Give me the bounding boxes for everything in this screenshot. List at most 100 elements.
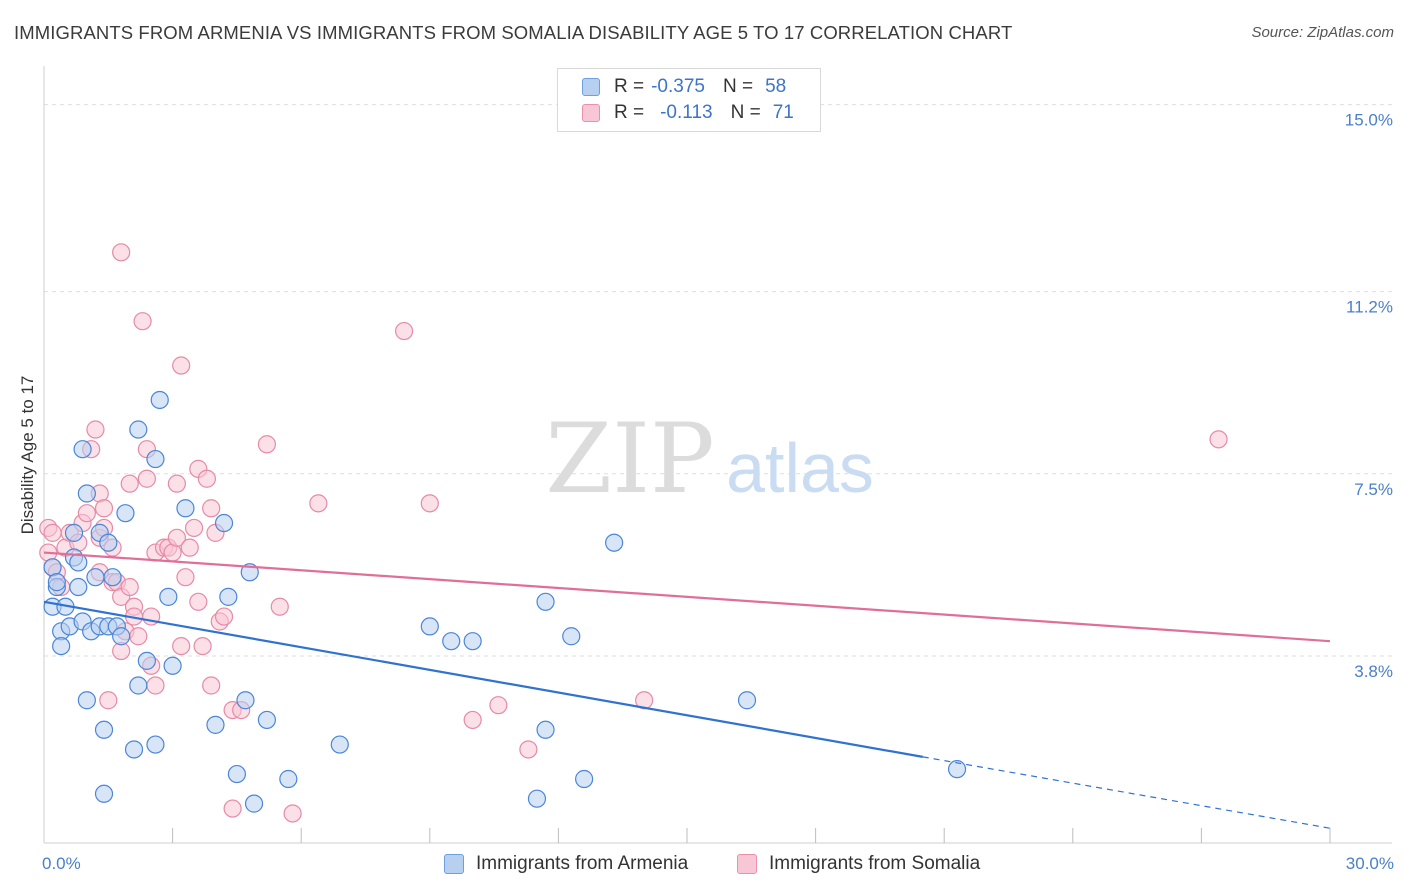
- bottom-somalia-label: Immigrants from Somalia: [769, 853, 981, 874]
- armenia-point: [94, 784, 114, 803]
- armenia-point: [64, 523, 84, 542]
- somalia-point: [86, 420, 105, 439]
- armenia-point: [605, 533, 624, 552]
- somalia-point: [120, 474, 139, 493]
- somalia-point: [257, 435, 277, 454]
- armenia-point: [176, 499, 195, 518]
- somalia-point: [193, 636, 212, 656]
- somalia-point: [112, 243, 131, 262]
- somalia-point: [463, 710, 482, 730]
- gridlines: [44, 104, 1392, 657]
- armenia-point: [214, 513, 234, 533]
- armenia-r-label: R =: [614, 76, 645, 97]
- axes: [43, 66, 1392, 844]
- somalia-r-label: R =: [614, 102, 645, 123]
- armenia-point: [150, 390, 169, 410]
- armenia-point: [94, 720, 114, 739]
- somalia-point: [394, 321, 414, 341]
- somalia-point: [180, 538, 199, 557]
- armenia-point: [146, 735, 165, 754]
- bottom-legend-armenia: Immigrants from Armenia: [444, 852, 688, 876]
- armenia-point: [116, 504, 135, 523]
- somalia-n-label: N =: [730, 102, 761, 123]
- armenia-point: [536, 592, 555, 611]
- somalia-point: [420, 494, 439, 513]
- watermark: ZIP atlas: [545, 403, 874, 515]
- armenia-point: [257, 710, 277, 730]
- chart-title: IMMIGRANTS FROM ARMENIA VS IMMIGRANTS FR…: [14, 22, 1013, 43]
- somalia-point: [120, 577, 139, 597]
- x-tick-label: 30.0%: [1346, 854, 1394, 873]
- somalia-point: [519, 740, 538, 759]
- tick-labels: 3.8% 7.5% 11.2% 15.0% 0.0% 30.0%: [42, 111, 1394, 873]
- somalia-point: [172, 356, 191, 375]
- armenia-point: [236, 691, 255, 710]
- armenia-point: [69, 577, 88, 597]
- somalia-point: [223, 799, 242, 818]
- correlation-legend: R = -0.375 N = 58 R = -0.113 N = 71: [557, 68, 821, 132]
- bottom-armenia-swatch: [444, 854, 464, 874]
- armenia-point: [129, 420, 148, 439]
- series-armenia: [43, 390, 967, 813]
- somalia-point: [77, 504, 96, 523]
- bottom-legend-somalia: Immigrants from Somalia: [737, 852, 980, 876]
- somalia-point: [133, 312, 152, 331]
- armenia-point: [442, 632, 461, 651]
- somalia-point: [214, 607, 234, 626]
- somalia-point: [167, 474, 186, 493]
- y-tick-label: 3.8%: [1354, 662, 1393, 681]
- armenia-point: [52, 636, 71, 656]
- watermark-atlas: atlas: [726, 429, 874, 507]
- armenia-point: [77, 691, 96, 710]
- somalia-point: [94, 499, 114, 518]
- armenia-point: [947, 760, 967, 779]
- somalia-point: [202, 499, 221, 518]
- somalia-point: [189, 592, 208, 611]
- y-tick-label: 7.5%: [1354, 480, 1393, 499]
- bottom-somalia-swatch: [737, 854, 757, 874]
- somalia-point: [309, 494, 328, 513]
- source-credit: Source: ZipAtlas.com: [1251, 24, 1394, 41]
- somalia-point: [99, 691, 118, 710]
- armenia-point: [536, 720, 555, 739]
- armenia-n-value: 58: [765, 76, 787, 97]
- legend-row-armenia: R = -0.375 N = 58: [582, 76, 786, 98]
- armenia-trend-extension: [922, 756, 1331, 829]
- armenia-point: [137, 651, 156, 670]
- armenia-point: [77, 484, 96, 503]
- armenia-n-label: N =: [722, 76, 754, 97]
- somalia-point: [176, 568, 195, 587]
- somalia-point: [1209, 430, 1228, 449]
- watermark-zip: ZIP: [545, 403, 714, 515]
- armenia-point: [575, 769, 594, 789]
- armenia-point: [219, 587, 238, 606]
- somalia-point: [489, 696, 508, 715]
- series-somalia: [39, 243, 1228, 823]
- armenia-point: [737, 691, 757, 710]
- armenia-point: [206, 715, 225, 734]
- armenia-point: [112, 627, 131, 646]
- somalia-point: [43, 523, 62, 542]
- armenia-swatch: [582, 78, 600, 96]
- armenia-point: [73, 440, 92, 459]
- somalia-point: [137, 469, 156, 488]
- armenia-point: [47, 573, 66, 592]
- somalia-swatch: [582, 104, 600, 122]
- armenia-point: [227, 764, 246, 784]
- armenia-point: [330, 735, 349, 754]
- somalia-point: [167, 528, 186, 547]
- armenia-point: [159, 587, 178, 606]
- armenia-point: [86, 568, 105, 587]
- somalia-point: [184, 518, 204, 538]
- armenia-point: [420, 617, 439, 636]
- armenia-trend-line: [43, 600, 923, 758]
- somalia-point: [270, 597, 289, 616]
- somalia-point: [129, 627, 148, 646]
- armenia-point: [129, 676, 148, 695]
- armenia-point: [463, 632, 482, 651]
- y-tick-label: 11.2%: [1346, 298, 1393, 317]
- trend-lines: [43, 551, 1331, 829]
- somalia-n-value: 71: [772, 102, 794, 123]
- somalia-point: [197, 469, 216, 488]
